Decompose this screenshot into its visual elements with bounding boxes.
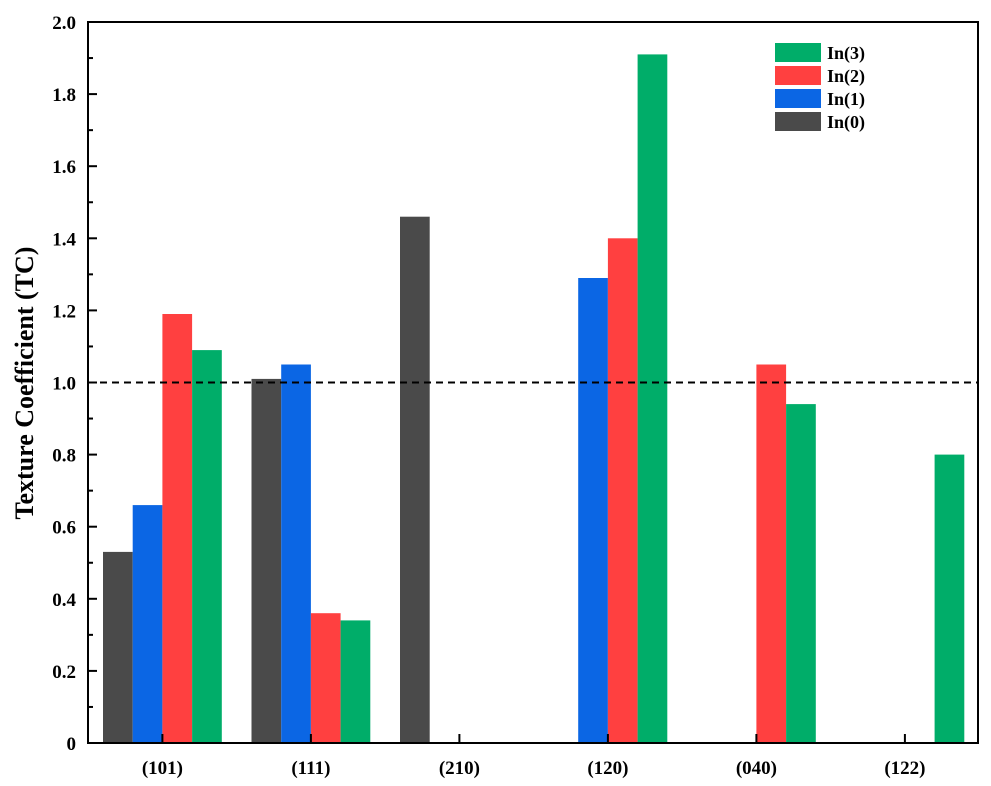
- y-tick-label: 0: [67, 734, 77, 755]
- legend: In(3)In(2)In(1)In(0): [775, 43, 865, 133]
- y-tick-label: 1.0: [52, 374, 76, 395]
- x-tick-label: (122): [884, 758, 925, 779]
- y-tick-label: 2.0: [52, 13, 76, 34]
- bar-in1-120: [578, 278, 608, 743]
- bar-in1-111: [281, 364, 311, 743]
- bar-in2-040: [756, 364, 787, 743]
- legend-label-in1: In(1): [827, 89, 865, 110]
- y-tick-label: 0.6: [52, 518, 76, 539]
- bar-in3-122: [934, 454, 965, 743]
- x-tick-label: (101): [142, 758, 183, 779]
- bar-in3-040: [786, 404, 816, 743]
- bar-in2-120: [607, 238, 638, 744]
- x-tick-label: (120): [587, 758, 628, 779]
- y-tick-label: 1.6: [52, 157, 76, 178]
- y-tick-label: 0.8: [52, 446, 76, 467]
- y-axis: 0 0.2 0.4 0.6 0.8 1.0 1.2 1.4 1.6 1.8 2.0: [52, 13, 97, 755]
- y-tick-label: 0.2: [52, 662, 76, 683]
- bar-in3-120: [637, 54, 668, 743]
- legend-label-in2: In(2): [827, 66, 865, 87]
- y-axis-title: Texture Coefficient (TC): [10, 247, 39, 520]
- y-tick-label: 1.4: [52, 229, 76, 250]
- bar-in2-111: [310, 613, 341, 743]
- legend-swatch-in0: [775, 112, 821, 131]
- x-axis: (101) (111) (210) (120) (040) (122): [142, 734, 925, 779]
- x-tick-label: (210): [439, 758, 480, 779]
- y-tick-label: 1.2: [52, 301, 76, 322]
- bar-in2-101: [162, 314, 193, 743]
- x-tick-label: (040): [736, 758, 777, 779]
- bar-in3-101: [192, 350, 222, 743]
- bars-layer: [103, 54, 965, 744]
- y-tick-label: 1.8: [52, 85, 76, 106]
- legend-swatch-in3: [775, 43, 821, 62]
- x-tick-label: (111): [291, 758, 330, 779]
- legend-label-in0: In(0): [827, 112, 865, 133]
- bar-in0-210: [400, 216, 430, 743]
- y-tick-label: 0.4: [52, 590, 76, 611]
- legend-label-in3: In(3): [827, 43, 865, 64]
- legend-swatch-in1: [775, 89, 821, 108]
- bar-in3-111: [340, 620, 371, 743]
- bar-in0-101: [103, 551, 133, 743]
- bar-in1-101: [132, 505, 163, 743]
- bar-in0-111: [251, 378, 282, 743]
- legend-swatch-in2: [775, 66, 821, 85]
